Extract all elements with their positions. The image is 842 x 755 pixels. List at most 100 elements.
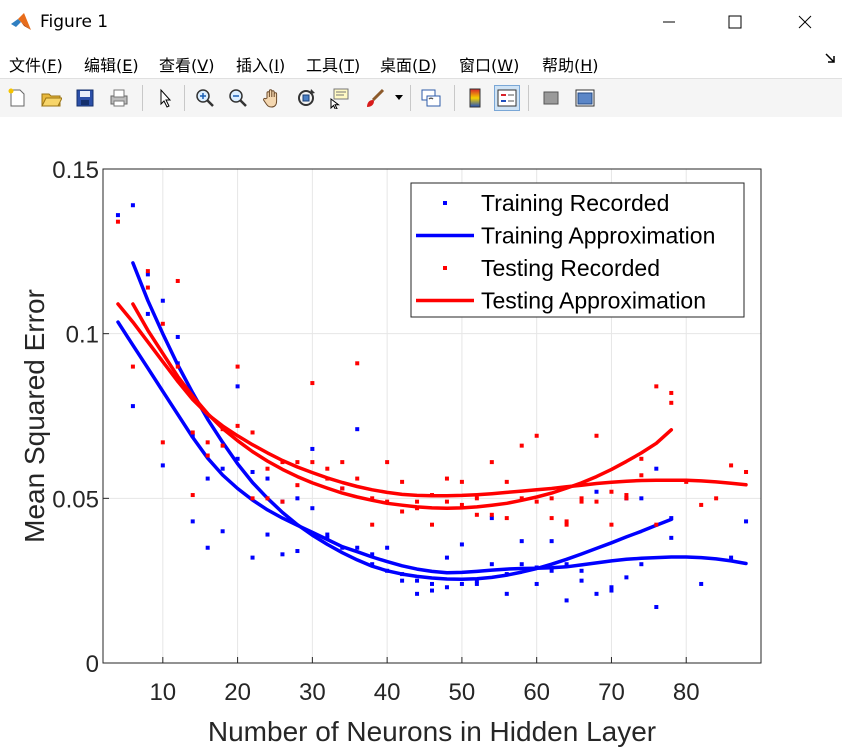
hide-plot-tools-button[interactable] [538, 85, 564, 111]
print-button[interactable] [106, 85, 132, 111]
colorbar-button[interactable] [462, 85, 488, 111]
zoom-out-button[interactable] [225, 85, 251, 111]
y-axis-label: Mean Squared Error [19, 289, 50, 543]
dock-arrow-icon[interactable] [824, 52, 836, 64]
close-button[interactable] [782, 6, 828, 38]
zoom-in-button[interactable] [192, 85, 218, 111]
data-cursor-button[interactable] [326, 85, 352, 111]
testing-recorded-point [624, 496, 629, 501]
training-recorded-point [519, 539, 524, 544]
link-plot-button[interactable] [418, 85, 444, 111]
testing-recorded-point [609, 522, 614, 527]
colorbar-icon [469, 88, 481, 108]
training-recorded-point [430, 581, 434, 586]
testing-recorded-point [669, 390, 674, 395]
y-tick-label: 0.05 [52, 486, 99, 513]
title-bar: Figure 1 [0, 0, 842, 44]
testing-recorded-point [325, 466, 330, 471]
brush-button[interactable] [362, 85, 388, 111]
training-recorded-point [325, 532, 330, 537]
menu-tools[interactable]: 工具(T) [306, 56, 361, 75]
brush-dropdown-button[interactable] [392, 85, 406, 111]
menu-file[interactable]: 文件(F) [9, 56, 63, 75]
menu-help[interactable]: 帮助(H) [542, 56, 599, 75]
open-file-button[interactable] [38, 85, 64, 111]
pointer-button[interactable] [152, 85, 178, 111]
testing-recorded-point [489, 512, 494, 517]
testing-recorded-point [430, 522, 434, 527]
testing-recorded-point [519, 443, 524, 448]
testing-recorded-point [145, 285, 150, 290]
x-tick-label: 50 [449, 679, 476, 706]
training-recorded-point [400, 578, 405, 583]
toolbar-separator [142, 85, 143, 111]
training-recorded-point [639, 496, 644, 501]
mse-chart[interactable]: 10 20 30 40 50 60 70 80 0 0.05 0.1 0.15 Number of N… [0, 117, 842, 750]
new-figure-button[interactable] [4, 85, 30, 111]
training-recorded-point [370, 562, 375, 567]
zoom-in-icon [196, 89, 214, 107]
training-recorded-point [310, 506, 315, 511]
testing-recorded-point [444, 476, 449, 481]
save-button[interactable] [72, 85, 98, 111]
testing-recorded-point [370, 522, 375, 527]
testing-recorded-point [295, 460, 300, 465]
training-recorded-point [519, 562, 524, 567]
training-recorded-point [654, 466, 659, 471]
menu-desktop[interactable]: 桌面(D) [380, 56, 437, 75]
testing-recorded-point [280, 499, 285, 504]
training-recorded-point [220, 466, 225, 471]
testing-recorded-point [534, 433, 539, 438]
rotate-3d-button[interactable] [293, 85, 319, 111]
dock-icon [575, 89, 595, 107]
training-recorded-point [579, 568, 584, 573]
pointer-icon [160, 88, 172, 108]
training-recorded-point [609, 585, 614, 590]
testing-recorded-point [504, 479, 509, 484]
training-recorded-point [115, 213, 120, 218]
x-axis-label: Number of Neurons in Hidden Layer [208, 716, 656, 747]
training-recorded-point [489, 516, 494, 521]
dock-button[interactable] [572, 85, 598, 111]
minimize-button[interactable] [646, 6, 692, 38]
maximize-button[interactable] [712, 6, 758, 38]
pan-button[interactable] [259, 85, 285, 111]
training-recorded-point [639, 562, 644, 567]
testing-recorded-point [594, 433, 599, 438]
testing-recorded-point [654, 384, 659, 389]
training-recorded-point [205, 545, 210, 550]
training-recorded-point [310, 446, 315, 451]
testing-recorded-point [265, 466, 270, 471]
testing-recorded-point [744, 469, 749, 474]
testing-recorded-point [310, 381, 315, 386]
legend-icon [497, 89, 517, 107]
training-recorded-point [534, 581, 539, 586]
training-recorded-point [744, 519, 749, 524]
new-figure-icon [8, 88, 25, 107]
training-recorded-point [459, 581, 464, 586]
toolbar-separator [528, 85, 529, 111]
menu-window[interactable]: 窗口(W) [459, 56, 520, 75]
toolbar-separator [410, 85, 411, 111]
training-recorded-point [385, 545, 390, 550]
testing-recorded-point [444, 499, 449, 504]
x-tick-label: 80 [673, 679, 700, 706]
training-recorded-point [130, 203, 135, 208]
legend-button[interactable] [494, 85, 520, 111]
training-recorded-point [549, 539, 554, 544]
legend[interactable]: Training Recorded Training Approximation… [410, 182, 745, 318]
testing-approximation-low-order-line [131, 302, 674, 510]
testing-recorded-point [474, 496, 479, 501]
testing-recorded-point [190, 430, 195, 435]
testing-recorded-point [385, 460, 390, 465]
testing-recorded-point [145, 269, 150, 274]
testing-recorded-point [549, 496, 554, 501]
testing-recorded-point [564, 519, 569, 524]
menu-view[interactable]: 查看(V) [159, 56, 215, 75]
training-recorded-point [355, 427, 360, 432]
menu-edit[interactable]: 编辑(E) [84, 56, 139, 75]
testing-recorded-point [564, 522, 569, 527]
menu-insert[interactable]: 插入(I) [236, 56, 286, 75]
training-recorded-point [265, 532, 270, 537]
testing-recorded-point [355, 476, 360, 481]
